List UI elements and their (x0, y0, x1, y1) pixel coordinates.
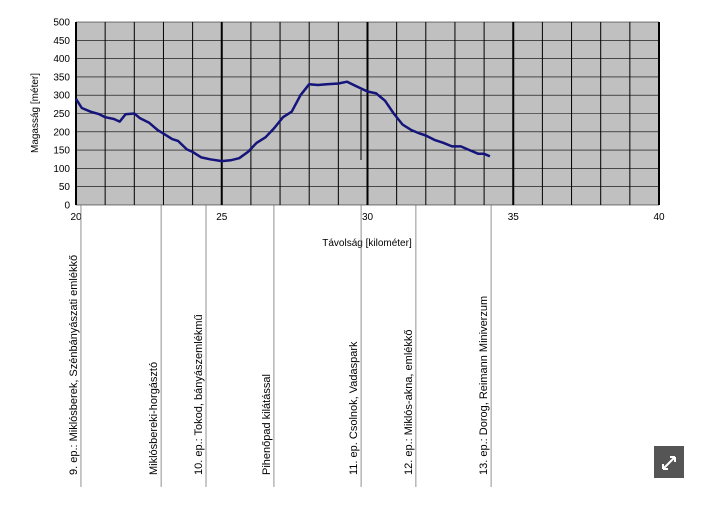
y-tick-label: 200 (53, 127, 70, 138)
y-tick-label: 500 (53, 18, 70, 29)
y-tick-label: 100 (53, 164, 70, 175)
waypoint-label: 10. ep.: Tokod, bányászemlékmű (193, 314, 205, 475)
x-tick-label: 25 (216, 212, 228, 223)
y-tick-label: 400 (53, 54, 70, 65)
x-axis-label: Távolság [kilométer] (322, 238, 412, 249)
y-tick-label: 50 (59, 182, 71, 193)
y-tick-label: 300 (53, 91, 70, 102)
x-tick-label: 20 (70, 212, 82, 223)
y-axis-label: Magasság [méter] (30, 73, 41, 153)
waypoint-label: 12. ep.: Miklós-akna, emlékkő (403, 329, 415, 475)
elevation-line (74, 80, 491, 163)
y-tick-label: 0 (64, 201, 70, 212)
x-tick-label: 30 (362, 212, 374, 223)
waypoint-label: Miklósbereki-horgásztó (148, 362, 160, 475)
y-tick-label: 450 (53, 36, 70, 47)
y-tick-label: 150 (53, 146, 70, 157)
y-tick-label: 350 (53, 72, 70, 83)
y-tick-label: 250 (53, 109, 70, 120)
waypoint-label: 11. ep. Csolnok, Vadaspark (348, 341, 360, 475)
waypoint-label: 9. ep.: Miklósberek, Szénbányászati emlé… (68, 255, 80, 475)
expand-icon (662, 456, 676, 470)
waypoint-label: 13. ep.: Dorog, Reimann Miniverzum (478, 296, 490, 475)
x-tick-label: 35 (508, 212, 520, 223)
waypoint-label: Pihenőpad kilátással (261, 374, 273, 475)
x-tick-label: 40 (653, 212, 665, 223)
